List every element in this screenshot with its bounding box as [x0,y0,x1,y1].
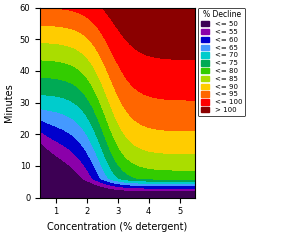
Legend: <= 50, <= 55, <= 60, <= 65, <= 70, <= 75, <= 80, <= 85, <= 90, <= 95, <= 100, > : <= 50, <= 55, <= 60, <= 65, <= 70, <= 75… [198,8,245,116]
X-axis label: Concentration (% detergent): Concentration (% detergent) [47,222,188,232]
Y-axis label: Minutes: Minutes [4,83,14,122]
